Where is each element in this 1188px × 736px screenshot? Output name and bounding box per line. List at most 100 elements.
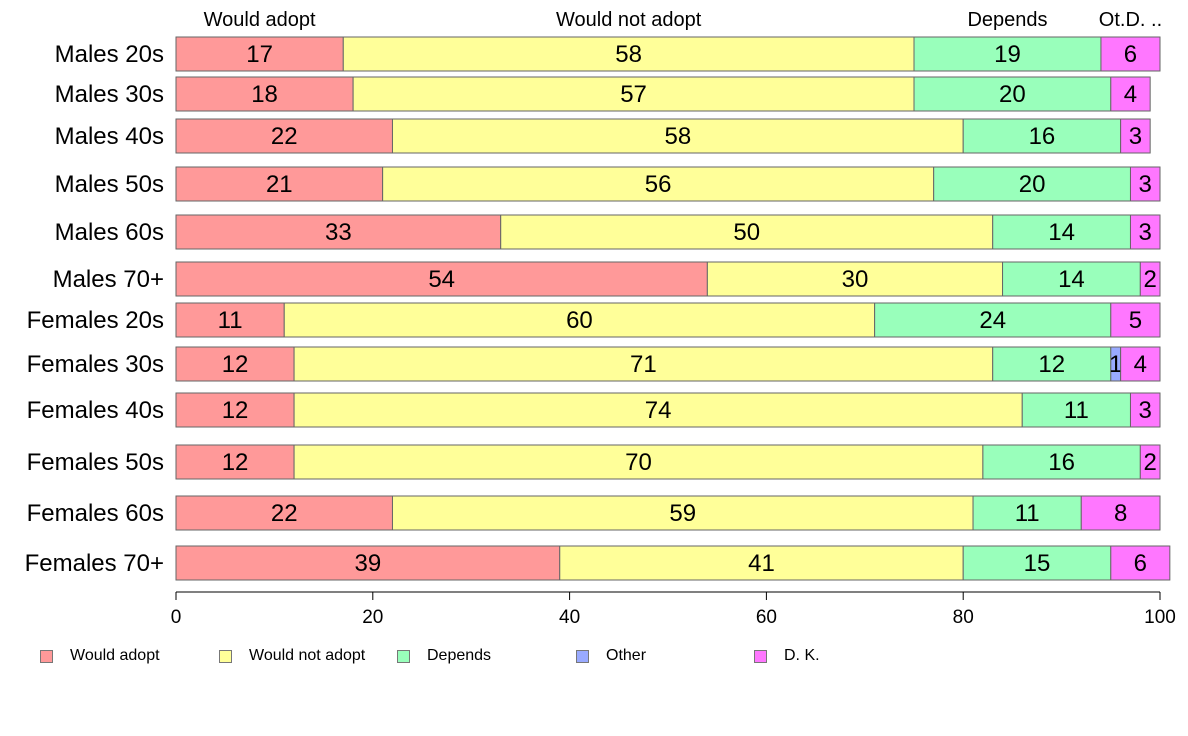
- bar-depends: [972, 495, 1082, 531]
- category-label: Males 40s: [55, 123, 164, 150]
- data-label: 11: [1064, 397, 1089, 424]
- data-label: 3: [1139, 171, 1152, 198]
- data-label: 12: [1038, 351, 1065, 378]
- top-label-would-not-adopt: Would not adopt: [556, 9, 702, 31]
- top-label-depends: Depends: [967, 9, 1047, 31]
- bar-depends: [1002, 261, 1141, 297]
- top-label-ot-d: Ot.D. ..: [1099, 9, 1162, 31]
- bar-d-k: [1129, 166, 1161, 202]
- data-label: 14: [1058, 266, 1085, 293]
- bar-would-adopt: [175, 166, 384, 202]
- top-label-would-adopt: Would adopt: [204, 9, 316, 31]
- bar-d-k: [1110, 76, 1151, 112]
- bar-d-k: [1129, 392, 1161, 428]
- data-label: 58: [615, 41, 642, 68]
- data-label: 5: [1129, 307, 1142, 334]
- category-label: Females 40s: [27, 397, 164, 424]
- bar-depends: [913, 36, 1102, 72]
- category-label: Females 30s: [27, 351, 164, 378]
- data-label: 22: [271, 123, 298, 150]
- data-label: 60: [566, 307, 593, 334]
- bar-would-adopt: [175, 392, 295, 428]
- data-label: 24: [979, 307, 1006, 334]
- data-label: 16: [1029, 123, 1056, 150]
- data-label: 11: [1015, 500, 1040, 527]
- data-label: 71: [630, 351, 657, 378]
- category-label: Males 50s: [55, 171, 164, 198]
- data-label: 57: [620, 81, 647, 108]
- bar-would-not-adopt: [352, 76, 915, 112]
- data-label: 12: [222, 449, 249, 476]
- data-label: 22: [271, 500, 298, 527]
- bar-would-not-adopt: [500, 214, 994, 250]
- bar-d-k: [1120, 118, 1151, 154]
- data-label: 30: [842, 266, 869, 293]
- bar-depends: [874, 302, 1112, 338]
- x-tick-label: 0: [171, 607, 182, 628]
- data-label: 4: [1134, 351, 1147, 378]
- data-label: 11: [218, 307, 243, 334]
- data-label: 20: [999, 81, 1026, 108]
- bar-would-adopt: [175, 261, 708, 297]
- bar-depends: [982, 444, 1141, 480]
- data-label: 8: [1114, 500, 1127, 527]
- data-label: 50: [733, 219, 760, 246]
- bar-would-adopt: [175, 302, 285, 338]
- x-tick-label: 80: [953, 607, 974, 628]
- bar-would-not-adopt: [293, 346, 994, 382]
- bar-depends: [992, 346, 1112, 382]
- bar-d-k: [1110, 545, 1171, 581]
- bar-would-not-adopt: [293, 444, 984, 480]
- data-label: 59: [669, 500, 696, 527]
- category-label: Males 60s: [55, 219, 164, 246]
- data-label: 70: [625, 449, 652, 476]
- category-label: Females 70+: [25, 550, 164, 577]
- data-label: 39: [355, 550, 382, 577]
- x-tick-label: 40: [559, 607, 580, 628]
- category-label: Males 30s: [55, 81, 164, 108]
- bar-d-k: [1120, 346, 1161, 382]
- category-label: Females 20s: [27, 307, 164, 334]
- data-label: 74: [645, 397, 672, 424]
- category-label: Females 50s: [27, 449, 164, 476]
- category-label: Females 60s: [27, 500, 164, 527]
- bar-would-not-adopt: [391, 118, 964, 154]
- bar-d-k: [1110, 302, 1161, 338]
- bar-d-k: [1139, 444, 1161, 480]
- bar-depends: [913, 76, 1112, 112]
- bar-would-adopt: [175, 36, 344, 72]
- data-label: 6: [1124, 41, 1137, 68]
- data-label: 15: [1024, 550, 1051, 577]
- bar-would-adopt: [175, 214, 502, 250]
- data-label: 33: [325, 219, 352, 246]
- bar-would-adopt: [175, 118, 393, 154]
- data-label: 56: [645, 171, 672, 198]
- bar-would-not-adopt: [391, 495, 974, 531]
- bar-would-not-adopt: [706, 261, 1004, 297]
- data-label: 14: [1048, 219, 1075, 246]
- bar-d-k: [1139, 261, 1161, 297]
- data-label: 18: [251, 81, 278, 108]
- bar-d-k: [1080, 495, 1161, 531]
- data-label: 17: [246, 41, 273, 68]
- data-label: 3: [1139, 219, 1152, 246]
- data-label: 58: [664, 123, 691, 150]
- category-label: Males 70+: [53, 266, 164, 293]
- bar-would-not-adopt: [559, 545, 964, 581]
- bar-d-k: [1100, 36, 1161, 72]
- category-label: Males 20s: [55, 41, 164, 68]
- x-tick-label: 60: [756, 607, 777, 628]
- bar-would-not-adopt: [382, 166, 935, 202]
- data-label: 1: [1109, 351, 1122, 378]
- bar-depends: [1021, 392, 1131, 428]
- data-label: 2: [1143, 266, 1156, 293]
- bar-would-adopt: [175, 545, 561, 581]
- data-label: 20: [1019, 171, 1046, 198]
- x-tick-label: 20: [362, 607, 383, 628]
- data-label: 4: [1124, 81, 1137, 108]
- data-label: 6: [1134, 550, 1147, 577]
- bar-d-k: [1129, 214, 1161, 250]
- data-label: 12: [222, 397, 249, 424]
- data-label: 3: [1139, 397, 1152, 424]
